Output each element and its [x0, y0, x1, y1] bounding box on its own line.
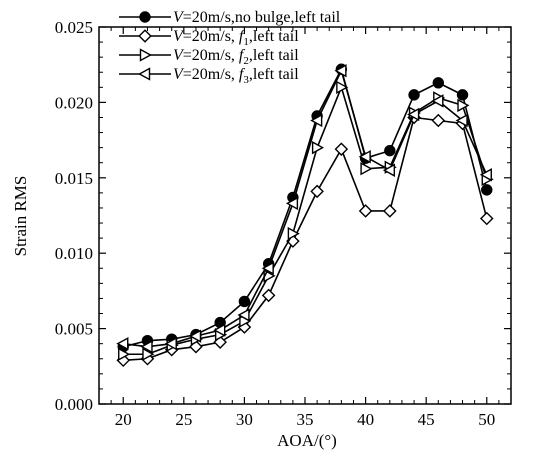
data-point-marker — [310, 184, 324, 199]
x-tick-label: 30 — [236, 410, 253, 429]
legend-label-part: ,left tail — [249, 47, 299, 64]
data-point-marker — [457, 98, 470, 113]
x-tick-label: 25 — [175, 410, 192, 429]
y-tick-label: 0.025 — [55, 18, 93, 37]
data-point-marker — [358, 204, 373, 218]
data-point-marker — [360, 162, 373, 176]
legend-entry: V=20m/s, f3,left tail — [119, 66, 299, 86]
y-tick-label: 0.015 — [55, 169, 93, 188]
legend-entry: V=20m/s, f1,left tail — [119, 28, 299, 48]
data-point-marker — [287, 226, 300, 241]
legend-label-part: V — [173, 47, 185, 64]
legend-label-part: =20m/s, — [183, 28, 239, 45]
data-point-marker — [481, 184, 493, 196]
legend-label-part: =20m/s, — [183, 47, 239, 64]
data-point-marker — [188, 329, 202, 343]
data-point-marker — [261, 261, 274, 275]
legend-label-part: =20m/s, — [183, 66, 239, 83]
y-tick-label: 0.000 — [55, 395, 93, 414]
data-point-marker — [407, 107, 420, 122]
series-line — [123, 67, 488, 348]
legend-label-part: f — [239, 47, 246, 64]
y-axis-title: Strain RMS — [11, 176, 30, 257]
x-tick-label: 40 — [357, 410, 374, 429]
data-point-marker — [261, 288, 276, 303]
axis-ticks: 20 25 30 35 40 45 50 0.000 0.005 0.010 0.015 0.020 0… — [55, 18, 512, 429]
data-point-marker — [384, 144, 396, 157]
x-axis-title: AOA/(°) — [277, 431, 337, 450]
y-tick-label: 0.005 — [55, 320, 93, 339]
data-point-marker — [118, 347, 131, 361]
data-point-marker — [334, 64, 347, 78]
data-point-marker — [311, 140, 325, 155]
data-point-marker — [408, 89, 420, 101]
data-point-marker — [138, 29, 152, 43]
series-line — [123, 68, 488, 348]
data-point-marker — [139, 11, 151, 23]
legend-label-part: ,left tail — [249, 28, 299, 45]
data-point-marker — [432, 77, 444, 89]
data-point-marker — [336, 80, 349, 95]
x-tick-label: 45 — [418, 410, 435, 429]
legend-label: V=20m/s, f3,left tail — [173, 66, 299, 86]
y-tick-label: 0.010 — [55, 244, 93, 263]
legend-label-part: =20m/s,no bulge,left tail — [183, 9, 341, 26]
series-line — [123, 116, 488, 362]
legend-label-part: 1 — [243, 36, 249, 48]
legend-label: V=20m/s,no bulge,left tail — [173, 9, 341, 26]
data-point-marker — [237, 308, 250, 322]
series-1 — [117, 63, 493, 353]
data-point-marker — [334, 142, 349, 156]
data-point-marker — [139, 48, 152, 62]
legend-entry: V=20m/s,no bulge,left tail — [119, 9, 341, 26]
y-tick-label: 0.020 — [55, 93, 93, 112]
x-tick-label: 50 — [478, 410, 495, 429]
legend-label-part: ,left tail — [249, 66, 299, 83]
legend-label: V=20m/s, f2,left tail — [173, 47, 299, 67]
series-2 — [116, 110, 494, 368]
series-4 — [116, 64, 492, 354]
data-point-marker — [238, 295, 251, 308]
legend-label-part: 3 — [243, 74, 249, 86]
data-point-marker — [479, 168, 492, 182]
data-point-marker — [383, 204, 397, 218]
legend-entry: V=20m/s, f2,left tail — [119, 47, 299, 67]
legend-label-part: V — [173, 28, 185, 45]
legend-label-part: f — [239, 66, 246, 83]
x-tick-label: 20 — [115, 410, 132, 429]
data-point-marker — [431, 94, 444, 108]
x-tick-label: 35 — [297, 410, 314, 429]
data-point-marker — [213, 323, 226, 337]
data-point-marker — [455, 113, 468, 128]
data-point-marker — [310, 113, 323, 128]
data-point-marker — [456, 89, 469, 101]
legend-label: V=20m/s, f1,left tail — [173, 28, 299, 48]
legend-label-part: 2 — [243, 55, 249, 67]
data-series — [116, 63, 494, 368]
data-point-marker — [164, 336, 177, 351]
data-point-marker — [138, 67, 151, 81]
series-line — [123, 84, 488, 356]
legend-label-part: V — [173, 9, 185, 26]
data-point-marker — [140, 340, 153, 354]
legend-label-part: f — [239, 28, 246, 45]
data-point-marker — [116, 336, 129, 351]
data-point-marker — [382, 163, 396, 177]
data-point-marker — [358, 150, 371, 164]
data-point-marker — [479, 211, 494, 226]
data-point-marker — [431, 113, 446, 128]
data-point-marker — [285, 196, 299, 211]
legend-label-part: V — [173, 66, 185, 83]
data-point-marker — [142, 347, 155, 361]
